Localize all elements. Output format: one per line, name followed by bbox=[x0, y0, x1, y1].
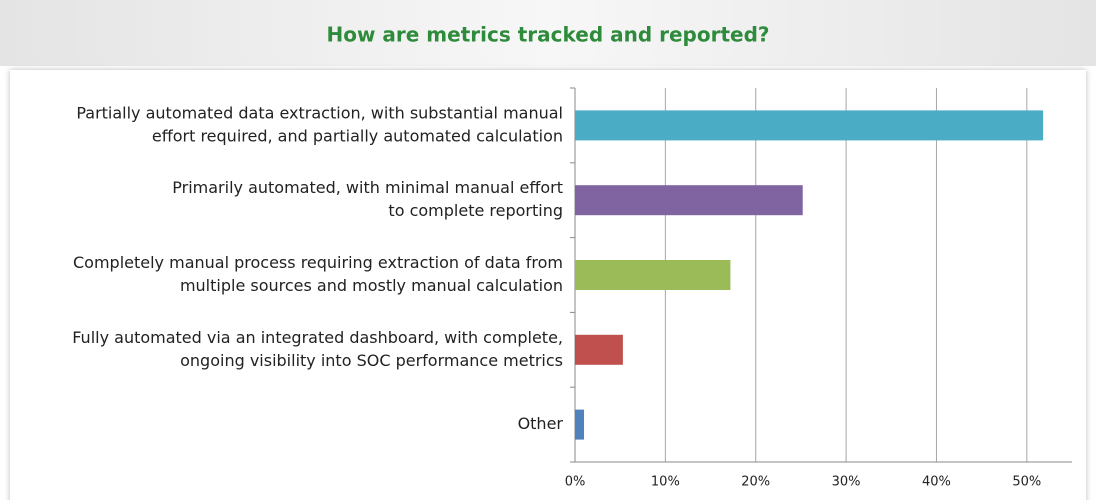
y-tick-label: ongoing visibility into SOC performance … bbox=[180, 351, 563, 370]
y-tick-label: effort required, and partially automated… bbox=[152, 126, 563, 145]
y-tick-label: Fully automated via an integrated dashbo… bbox=[72, 328, 563, 347]
x-tick-label: 10% bbox=[651, 475, 680, 490]
x-tick-label: 30% bbox=[832, 475, 861, 490]
y-tick-label: Other bbox=[518, 414, 564, 433]
chart-title: How are metrics tracked and reported? bbox=[327, 23, 770, 47]
x-tick-label: 50% bbox=[1012, 475, 1041, 490]
bar bbox=[575, 185, 803, 216]
bar bbox=[575, 334, 623, 365]
x-tick-label: 20% bbox=[741, 475, 770, 490]
y-tick-label: Partially automated data extraction, wit… bbox=[76, 103, 563, 122]
bar bbox=[575, 260, 731, 290]
y-tick-label: Completely manual process requiring extr… bbox=[73, 253, 563, 272]
y-tick-label: to complete reporting bbox=[388, 201, 563, 220]
x-tick-label: 40% bbox=[922, 475, 951, 490]
bar bbox=[575, 110, 1044, 141]
x-tick-label: 0% bbox=[565, 475, 586, 490]
panel bbox=[10, 70, 1086, 504]
y-tick-label: Primarily automated, with minimal manual… bbox=[172, 178, 563, 197]
y-tick-label: multiple sources and mostly manual calcu… bbox=[180, 276, 563, 295]
bar bbox=[575, 409, 585, 440]
title-band bbox=[0, 0, 1096, 66]
